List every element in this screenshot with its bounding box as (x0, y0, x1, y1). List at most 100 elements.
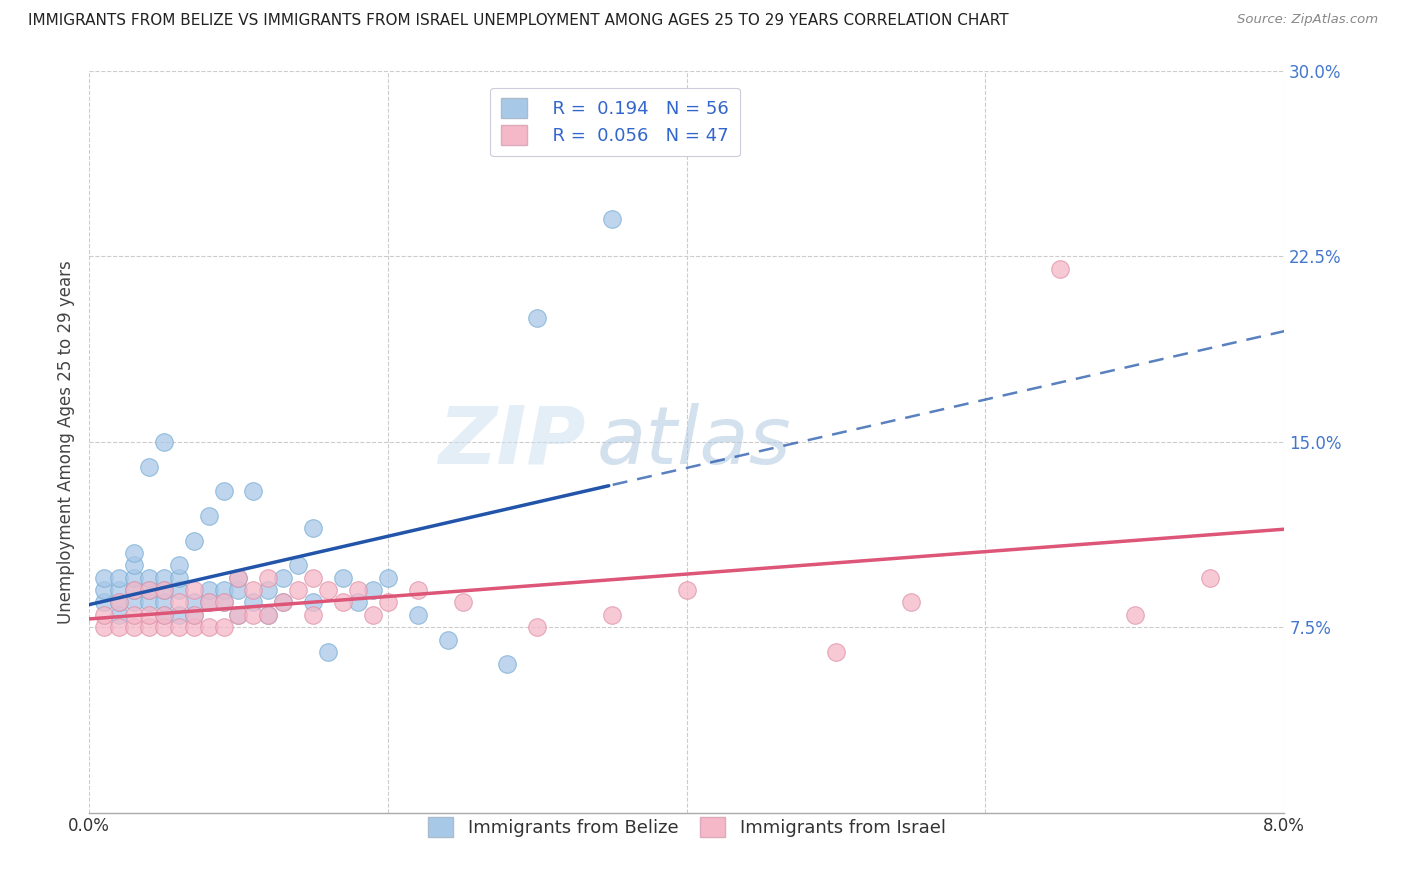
Point (183, 620, 205, 634)
Point (228, 607, 250, 622)
Point (212, 484, 235, 499)
Point (377, 595, 399, 609)
Point (197, 620, 219, 634)
Point (600, 607, 623, 622)
Point (302, 607, 325, 622)
Point (228, 571, 250, 585)
Point (122, 595, 145, 609)
Point (257, 607, 280, 622)
Text: ZIP: ZIP (437, 403, 585, 481)
Point (347, 583, 370, 598)
Point (496, 657, 519, 672)
Point (242, 607, 264, 622)
Point (212, 595, 235, 609)
Point (122, 607, 145, 622)
Point (675, 583, 697, 598)
Point (1123, 607, 1146, 622)
Point (377, 571, 399, 585)
Point (1049, 261, 1071, 276)
Point (108, 595, 131, 609)
Point (183, 607, 205, 622)
Text: IMMIGRANTS FROM BELIZE VS IMMIGRANTS FROM ISRAEL UNEMPLOYMENT AMONG AGES 25 TO 2: IMMIGRANTS FROM BELIZE VS IMMIGRANTS FRO… (28, 13, 1008, 29)
Point (152, 607, 174, 622)
Point (93, 583, 115, 598)
Point (287, 558, 309, 573)
Point (152, 595, 174, 609)
Point (287, 583, 309, 598)
Point (138, 583, 160, 598)
Point (197, 583, 219, 598)
Point (228, 607, 250, 622)
Point (183, 583, 205, 598)
Point (152, 434, 174, 449)
Point (197, 508, 219, 523)
Point (152, 583, 174, 598)
Point (406, 607, 429, 622)
Point (93, 595, 115, 609)
Point (406, 583, 429, 598)
Point (108, 583, 131, 598)
Point (825, 645, 848, 659)
Point (257, 571, 280, 585)
Point (257, 583, 280, 598)
Point (138, 459, 160, 474)
Point (138, 620, 160, 634)
Point (167, 558, 190, 573)
Point (183, 533, 205, 548)
Point (332, 571, 354, 585)
Point (316, 645, 339, 659)
Point (108, 620, 131, 634)
Point (108, 571, 131, 585)
Point (167, 583, 190, 598)
Point (900, 595, 922, 609)
Y-axis label: Unemployment Among Ages 25 to 29 years: Unemployment Among Ages 25 to 29 years (58, 260, 75, 624)
Point (122, 571, 145, 585)
Point (242, 595, 264, 609)
Text: Source: ZipAtlas.com: Source: ZipAtlas.com (1237, 13, 1378, 27)
Point (302, 521, 325, 535)
Point (152, 571, 174, 585)
Point (212, 620, 235, 634)
Point (347, 595, 370, 609)
Point (197, 595, 219, 609)
Point (93, 571, 115, 585)
Point (93, 620, 115, 634)
Point (1198, 571, 1220, 585)
Point (122, 546, 145, 560)
Point (152, 607, 174, 622)
Point (242, 484, 264, 499)
Point (167, 607, 190, 622)
Point (183, 595, 205, 609)
Point (228, 571, 250, 585)
Point (122, 583, 145, 598)
Point (332, 595, 354, 609)
Point (138, 607, 160, 622)
Point (122, 558, 145, 573)
Point (316, 583, 339, 598)
Point (436, 632, 458, 647)
Point (600, 212, 623, 227)
Point (271, 571, 294, 585)
Point (167, 595, 190, 609)
Point (242, 583, 264, 598)
Point (302, 571, 325, 585)
Point (152, 620, 174, 634)
Legend: Immigrants from Belize, Immigrants from Israel: Immigrants from Belize, Immigrants from … (420, 810, 953, 845)
Point (212, 583, 235, 598)
Point (197, 595, 219, 609)
Point (138, 571, 160, 585)
Point (257, 607, 280, 622)
Point (167, 571, 190, 585)
Text: atlas: atlas (598, 403, 792, 481)
Point (361, 607, 384, 622)
Point (93, 607, 115, 622)
Point (122, 620, 145, 634)
Point (526, 620, 548, 634)
Point (152, 583, 174, 598)
Point (361, 583, 384, 598)
Point (271, 595, 294, 609)
Point (526, 311, 548, 326)
Point (228, 583, 250, 598)
Point (212, 595, 235, 609)
Point (138, 595, 160, 609)
